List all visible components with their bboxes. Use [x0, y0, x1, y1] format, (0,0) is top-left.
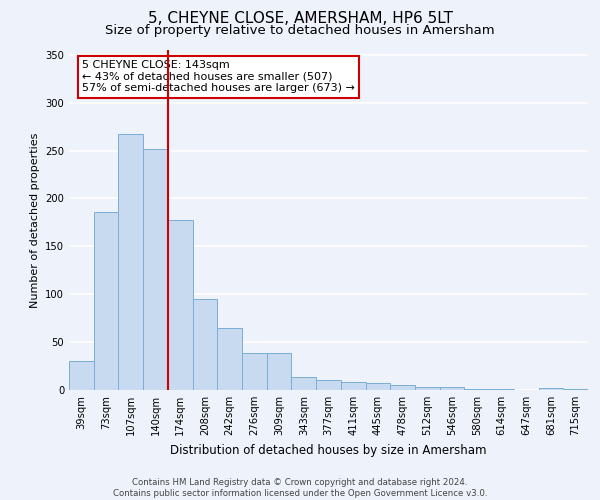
- Bar: [390, 385, 415, 390]
- Bar: [94, 212, 118, 390]
- Bar: [193, 299, 217, 390]
- Bar: [292, 376, 316, 390]
- Y-axis label: Number of detached properties: Number of detached properties: [29, 132, 40, 308]
- Text: Size of property relative to detached houses in Amersham: Size of property relative to detached ho…: [105, 24, 495, 37]
- Bar: [242, 352, 267, 390]
- Bar: [217, 328, 242, 390]
- Bar: [168, 220, 193, 390]
- Text: Contains HM Land Registry data © Crown copyright and database right 2024.
Contai: Contains HM Land Registry data © Crown c…: [113, 478, 487, 498]
- Text: 5 CHEYNE CLOSE: 143sqm
← 43% of detached houses are smaller (507)
57% of semi-de: 5 CHEYNE CLOSE: 143sqm ← 43% of detached…: [82, 60, 355, 94]
- Bar: [143, 148, 168, 390]
- Bar: [69, 362, 94, 390]
- Bar: [489, 389, 514, 390]
- Bar: [316, 380, 341, 390]
- Bar: [267, 352, 292, 390]
- Bar: [440, 387, 464, 390]
- Text: 5, CHEYNE CLOSE, AMERSHAM, HP6 5LT: 5, CHEYNE CLOSE, AMERSHAM, HP6 5LT: [148, 11, 452, 26]
- Bar: [415, 387, 440, 390]
- Bar: [563, 389, 588, 390]
- Bar: [539, 388, 563, 390]
- X-axis label: Distribution of detached houses by size in Amersham: Distribution of detached houses by size …: [170, 444, 487, 456]
- Bar: [118, 134, 143, 390]
- Bar: [341, 382, 365, 390]
- Bar: [365, 384, 390, 390]
- Bar: [464, 389, 489, 390]
